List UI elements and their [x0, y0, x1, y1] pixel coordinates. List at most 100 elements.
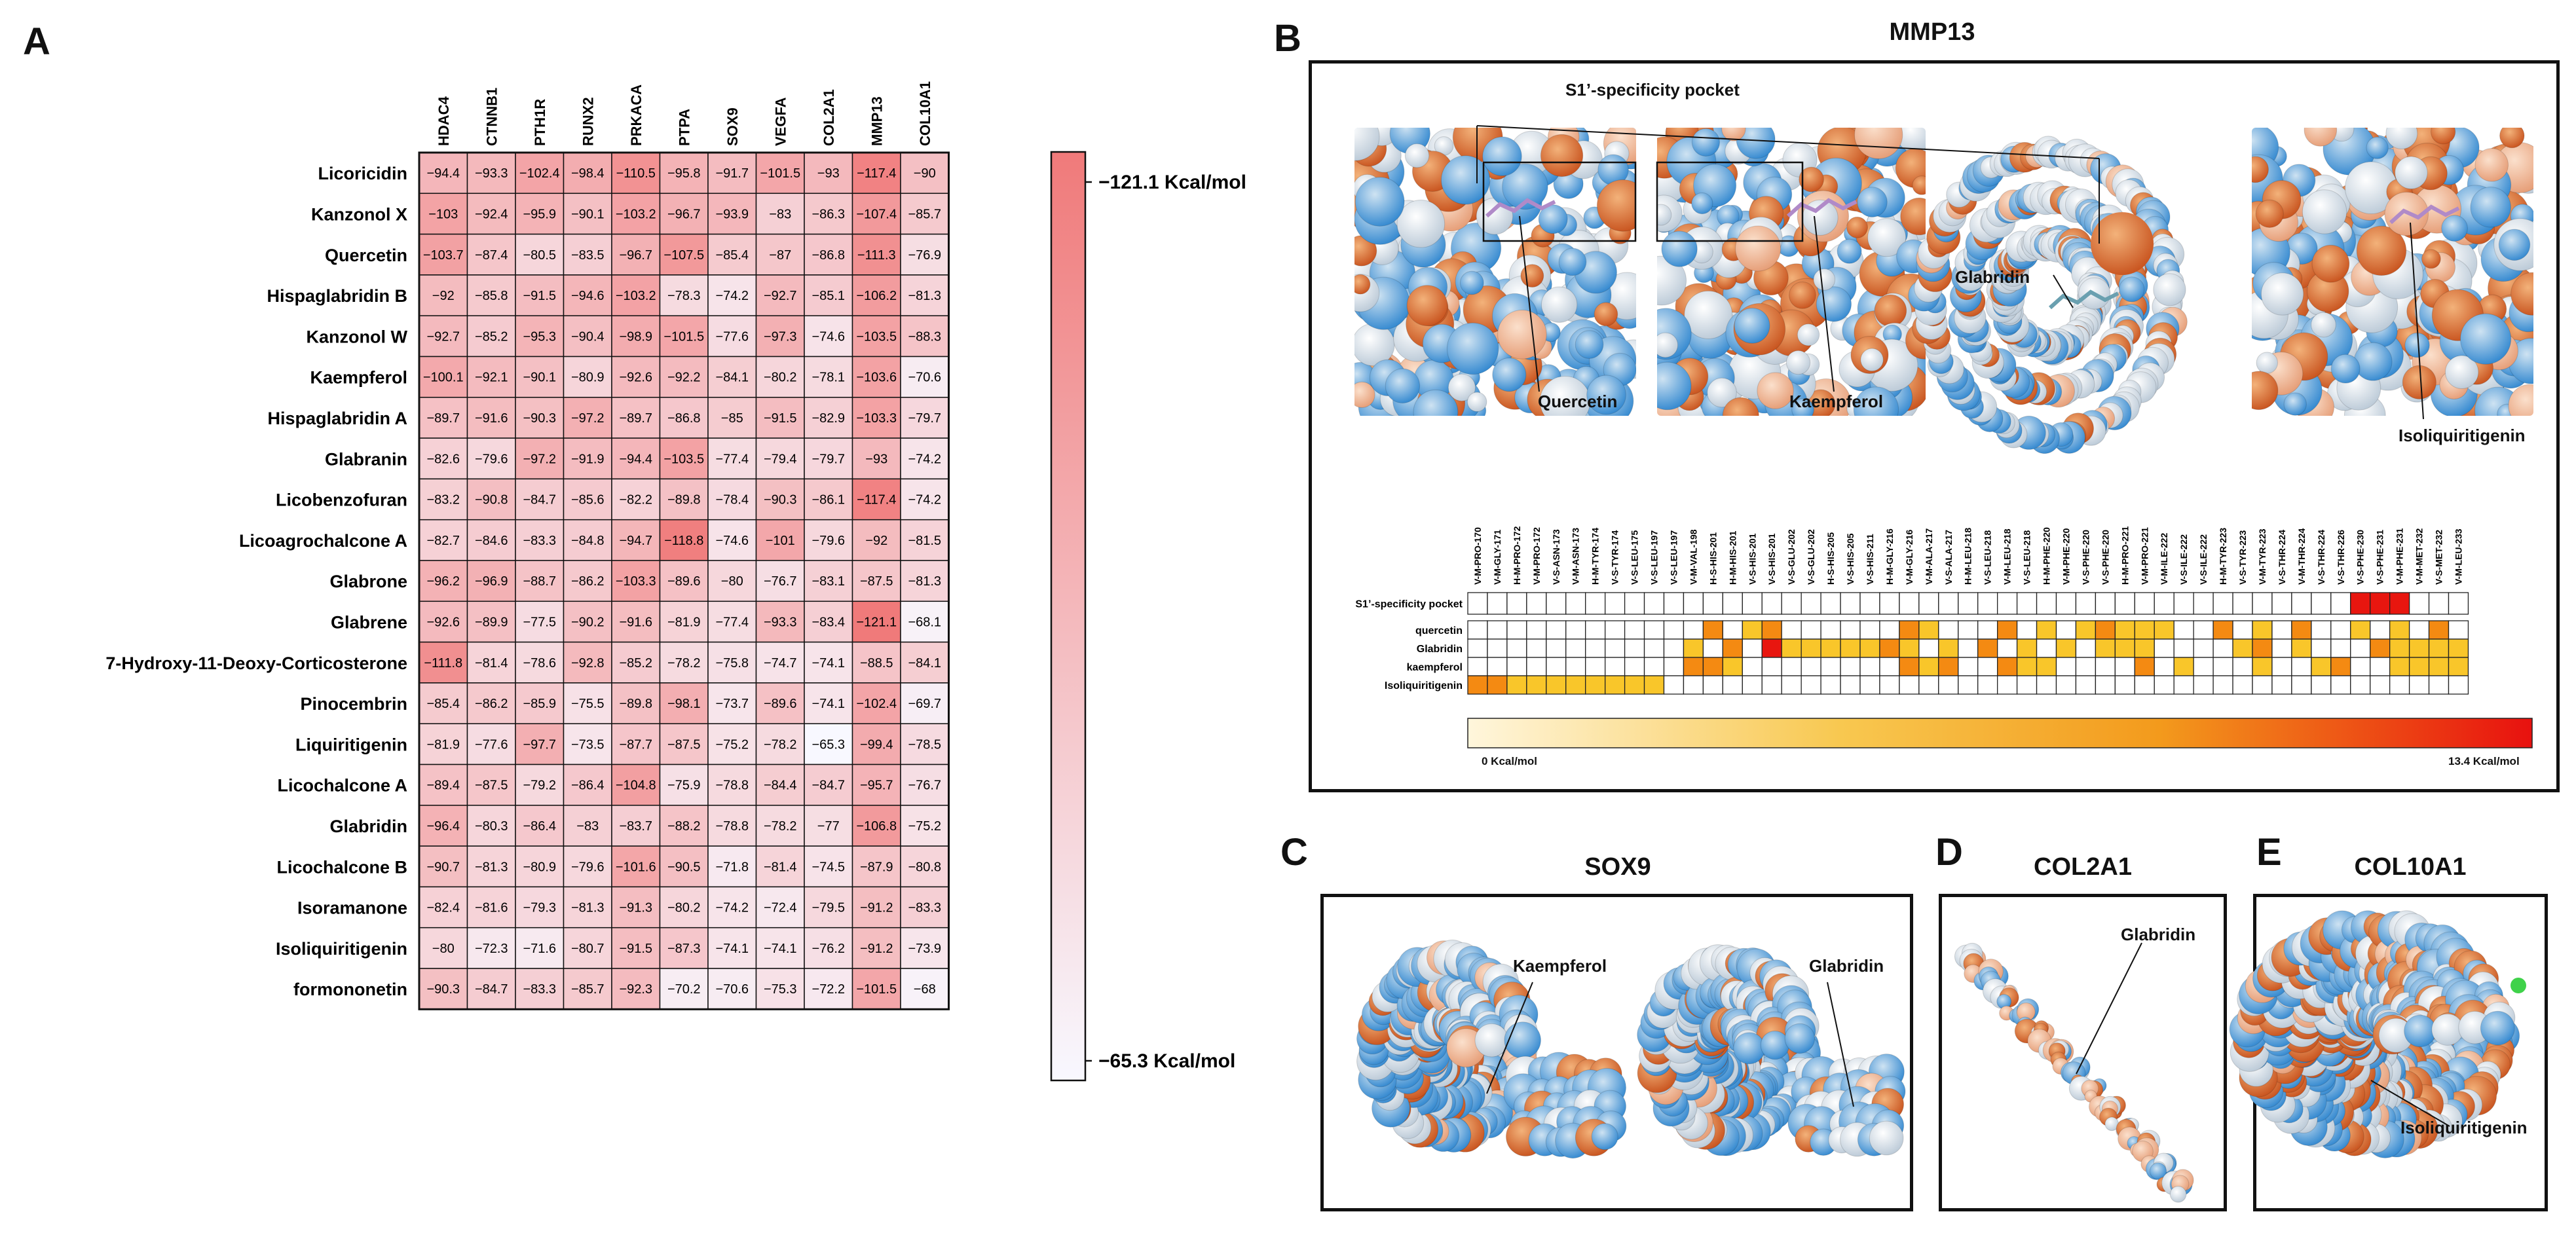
heatmap-cell: [900, 274, 950, 316]
heatmap-cell: [755, 478, 805, 521]
grid-cell: [2114, 620, 2135, 640]
heatmap-value: −80.9: [571, 371, 605, 385]
heatmap-cell: [804, 682, 853, 724]
heatmap-value: −86.8: [667, 411, 701, 426]
heatmap-value: −83.3: [908, 901, 941, 915]
heatmap-value: −90.8: [475, 493, 508, 507]
heatmap-cell: [563, 519, 612, 561]
grid-cell: [1801, 675, 1821, 695]
panel-a-label: A: [23, 20, 50, 63]
heatmap-value: −71.8: [715, 860, 749, 874]
heatmap-cell: [466, 152, 516, 194]
grid-cell: [1977, 675, 1998, 695]
heatmap-cell: [851, 152, 901, 194]
heatmap-cell: [419, 682, 468, 724]
grid-cell: [2428, 620, 2450, 640]
residue-label: V-M-ASN-173: [1571, 528, 1581, 585]
residue-label: V-M-GLY-171: [1492, 529, 1503, 585]
grid-cell: [1742, 592, 1763, 615]
heatmap-cell: [707, 315, 757, 358]
heatmap-value: −99.4: [860, 737, 893, 752]
heatmap-value: −82.2: [619, 493, 652, 507]
grid-cell: [1467, 675, 1488, 695]
heatmap-value: −117.4: [857, 493, 896, 507]
heatmap-value: −72.4: [764, 901, 797, 915]
callout-line: [2076, 942, 2142, 1075]
heatmap-cell: [659, 968, 709, 1010]
heatmap-value: −79.7: [908, 411, 941, 426]
heatmap-cell: [851, 968, 901, 1010]
heatmap-value: −100.1: [423, 371, 464, 385]
heatmap-value: −89.7: [426, 411, 460, 426]
grid-cell: [1643, 657, 1665, 676]
heatmap-value: −94.6: [571, 289, 605, 303]
grid-cell: [2389, 675, 2410, 695]
heatmap-cell: [707, 437, 757, 480]
heatmap-value: −103.2: [616, 207, 656, 221]
pocket-label: S1’-specificity pocket: [1565, 80, 1740, 100]
heatmap-value: −84.6: [475, 534, 508, 548]
label-glabridin-d: Glabridin: [2121, 925, 2196, 944]
heatmap-cell: [707, 764, 757, 806]
heatmap-value: −103.5: [856, 329, 897, 344]
heatmap-value: −80: [721, 574, 743, 589]
heatmap-cell: [659, 519, 709, 561]
grid-cell: [1958, 675, 1979, 695]
heatmap-value: −74.1: [764, 942, 797, 956]
heatmap-cell: [707, 600, 757, 643]
heatmap-value: −79.6: [571, 860, 605, 874]
grid-cell: [1702, 592, 1723, 615]
heatmap-value: −82.7: [426, 534, 460, 548]
heatmap-value: −91.6: [619, 615, 652, 629]
grid-cell: [2271, 592, 2292, 615]
column-header: PRKACA: [628, 84, 644, 146]
label-glabridin-b: Glabridin: [1955, 267, 2030, 287]
heatmap-cell: [563, 356, 612, 398]
heatmap-value: −87.3: [667, 942, 701, 956]
heatmap-value: −88.7: [523, 574, 556, 589]
heatmap-value: −84.7: [475, 982, 508, 997]
heatmap-cell: [611, 397, 661, 439]
heatmap-value: −78.6: [523, 656, 556, 671]
heatmap-value: −92.7: [764, 289, 797, 303]
column-header: RUNX2: [580, 97, 596, 146]
heatmap-value: −75.5: [571, 697, 605, 711]
heatmap-value: −74.2: [715, 901, 749, 915]
grid-cell: [1859, 657, 1880, 676]
heatmap-value: −68.1: [908, 615, 941, 629]
heatmap-cell: [611, 437, 661, 480]
heatmap-value: −74.2: [908, 493, 941, 507]
ligand-sticks: [1786, 198, 1857, 218]
heatmap-cell: [515, 519, 565, 561]
heatmap-value: −92.6: [619, 371, 652, 385]
heatmap-cell: [515, 927, 565, 969]
sox9-surface-kaempferol: [1356, 939, 1627, 1159]
colorbar-min-label: −65.3 Kcal/mol: [1098, 1050, 1235, 1072]
heatmap-value: −98.1: [667, 697, 701, 711]
heatmap-cell: [755, 233, 805, 276]
heatmap-value: −90.7: [426, 860, 460, 874]
heatmap-value: −81.6: [475, 901, 508, 915]
grid-cell: [1996, 675, 2018, 695]
grid-cell: [2095, 638, 2116, 658]
grid-cell: [2036, 675, 2057, 695]
grid-cell: [2173, 657, 2194, 676]
grid-cell: [2075, 657, 2097, 676]
heatmap-cell: [851, 193, 901, 235]
heatmap-value: −83.1: [812, 574, 845, 589]
heatmap-value: −80.3: [475, 819, 508, 834]
heatmap-cell: [851, 886, 901, 929]
heatmap-cell: [563, 315, 612, 358]
heatmap-cell: [900, 233, 950, 276]
heatmap-value: −77.4: [715, 452, 749, 466]
grid-cell: [1604, 620, 1626, 640]
heatmap-value: −103.7: [423, 248, 464, 263]
grid-cell: [1977, 657, 1998, 676]
grid-cell: [1722, 592, 1743, 615]
callout-line: [2410, 222, 2424, 420]
heatmap-cell: [755, 805, 805, 847]
ion-sphere: [2511, 978, 2526, 993]
heatmap-value: −79.2: [523, 779, 556, 793]
heatmap-cell: [611, 764, 661, 806]
grid-cell: [1879, 592, 1900, 615]
